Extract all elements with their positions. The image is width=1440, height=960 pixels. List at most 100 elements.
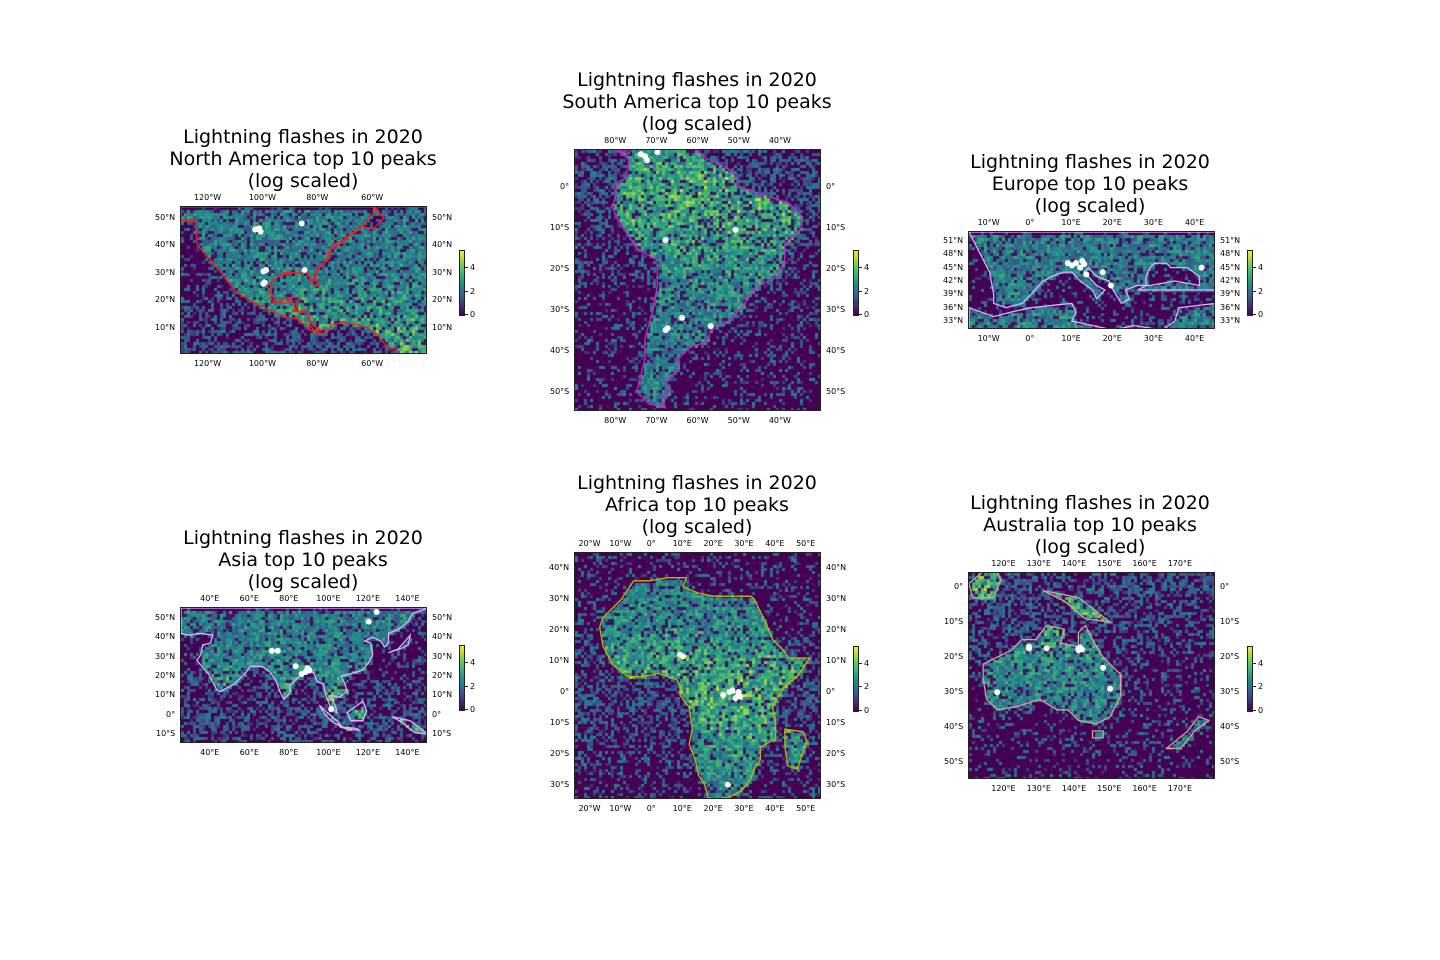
colorbar-tick-mark xyxy=(859,290,862,292)
colorbar-tick-mark xyxy=(859,686,862,688)
coastline xyxy=(599,577,811,798)
longitude-tick-label: 40°E xyxy=(200,748,220,757)
latitude-tick-label: 0° xyxy=(826,181,836,191)
peak-marker xyxy=(260,268,267,275)
colorbar-tick-label: 2 xyxy=(1258,682,1264,692)
latitude-tick-label: 10°S xyxy=(550,222,570,232)
lightning-density-heatmap xyxy=(575,553,820,798)
longitude-tick-label: 80°E xyxy=(279,748,299,757)
longitude-tick-label: 0° xyxy=(646,804,656,813)
coastline-overlay xyxy=(611,150,803,409)
longitude-tick-label: 170°E xyxy=(1167,559,1193,568)
colorbar-tick-label: 4 xyxy=(1258,658,1264,668)
longitude-tick-label: 60°W xyxy=(361,359,384,368)
colorbar-tick-label: 0 xyxy=(1258,705,1264,715)
longitude-tick-label: 170°E xyxy=(1167,784,1193,793)
latitude-tick-label: 33°N xyxy=(1220,316,1241,326)
latitude-tick-label: 30°N xyxy=(432,267,453,277)
longitude-tick-label: 10°E xyxy=(672,804,692,813)
latitude-tick-label: 50°N xyxy=(155,212,176,222)
longitude-tick-label: 40°E xyxy=(765,539,785,548)
longitude-tick-label: 50°W xyxy=(727,136,750,145)
longitude-tick-label: 80°W xyxy=(306,193,329,202)
latitude-tick-label: 51°N xyxy=(1220,235,1241,245)
latitude-tick-label: 20°N xyxy=(155,295,176,305)
peak-marker xyxy=(732,226,739,233)
colorbar-tick-mark xyxy=(465,685,468,687)
longitude-tick-label: 10°W xyxy=(977,218,1000,227)
longitude-tick-label: 100°W xyxy=(248,193,277,202)
peak-marker xyxy=(1081,261,1088,268)
longitude-tick-label: 150°E xyxy=(1097,784,1122,793)
colorbar-tick-label: 4 xyxy=(1258,263,1264,273)
peak-marker xyxy=(680,653,687,660)
longitude-tick-label: 120°W xyxy=(193,359,222,368)
longitude-tick-label: 20°E xyxy=(1102,218,1122,227)
latitude-tick-label: 10°S xyxy=(944,617,964,627)
longitude-tick-label: 10°W xyxy=(609,804,632,813)
latitude-tick-label: 40°S xyxy=(550,345,570,355)
longitude-tick-label: 60°W xyxy=(686,416,709,425)
peak-marker xyxy=(1043,645,1050,652)
coastline xyxy=(969,232,1214,309)
latitude-tick-label: 51°N xyxy=(943,235,964,245)
latitude-tick-label: 30°S xyxy=(550,304,570,314)
colorbar xyxy=(1247,645,1253,712)
latitude-tick-label: 30°N xyxy=(155,267,176,277)
latitude-tick-label: 48°N xyxy=(943,249,964,259)
colorbar-tick-mark xyxy=(1253,686,1256,688)
longitude-tick-label: 130°E xyxy=(1026,559,1051,568)
peak-marker xyxy=(261,279,268,286)
latitude-tick-label: 10°S xyxy=(826,222,846,232)
latitude-tick-label: 20°N xyxy=(826,625,847,635)
longitude-tick-label: 100°E xyxy=(316,594,341,603)
latitude-tick-label: 20°N xyxy=(155,671,176,680)
latitude-tick-label: 50°N xyxy=(432,212,453,222)
longitude-tick-label: 0° xyxy=(646,539,656,548)
latitude-tick-label: 20°S xyxy=(550,748,570,758)
latitude-tick-label: 20°S xyxy=(1220,652,1240,662)
longitude-tick-label: 0° xyxy=(1025,334,1035,343)
peak-marker xyxy=(1077,264,1084,271)
colorbar-tick-label: 0 xyxy=(470,705,476,714)
longitude-tick-label: 100°E xyxy=(316,748,341,757)
colorbar-tick-label: 4 xyxy=(470,658,476,668)
coastline xyxy=(388,632,412,654)
coastline-overlay xyxy=(969,573,1211,750)
peak-marker xyxy=(268,647,275,654)
longitude-tick-label: 120°E xyxy=(991,784,1016,793)
peak-marker xyxy=(292,663,299,670)
latitude-tick-label: 20°S xyxy=(826,748,846,758)
latitude-tick-label: 20°N xyxy=(432,295,453,305)
latitude-tick-label: 0° xyxy=(166,709,176,719)
coastline xyxy=(969,573,1002,599)
colorbar-tick-mark xyxy=(1253,290,1256,292)
latitude-tick-label: 39°N xyxy=(943,289,964,299)
latitude-tick-label: 10°S xyxy=(550,717,570,727)
longitude-tick-label: 40°E xyxy=(1184,334,1205,343)
latitude-tick-label: 0° xyxy=(432,709,442,719)
longitude-tick-label: 30°E xyxy=(1143,218,1163,227)
peak-marker xyxy=(654,150,661,156)
colorbar-tick-label: 2 xyxy=(864,682,870,692)
panel-title: Lightning flashes in 2020 South America … xyxy=(562,69,832,135)
latitude-tick-label: 10°N xyxy=(549,656,570,666)
peak-marker xyxy=(1107,685,1114,692)
peak-marker xyxy=(373,608,380,615)
colorbar-tick-label: 4 xyxy=(864,658,870,668)
colorbar xyxy=(853,250,859,316)
colorbar-tick-label: 2 xyxy=(470,681,476,691)
peak-marker xyxy=(1108,282,1115,289)
longitude-tick-label: 10°E xyxy=(672,539,692,548)
longitude-tick-label: 140°E xyxy=(395,748,420,757)
longitude-tick-label: 30°E xyxy=(1143,334,1163,343)
longitude-tick-label: 150°E xyxy=(1097,559,1122,568)
peak-marker xyxy=(729,687,736,694)
longitude-tick-label: 40°E xyxy=(765,804,785,813)
latitude-tick-label: 42°N xyxy=(1220,276,1241,285)
lightning-density-heatmap xyxy=(181,207,426,353)
latitude-tick-label: 50°S xyxy=(944,757,964,767)
longitude-tick-label: 60°W xyxy=(686,136,709,145)
longitude-tick-label: 20°E xyxy=(703,539,723,548)
coastline xyxy=(611,150,803,409)
